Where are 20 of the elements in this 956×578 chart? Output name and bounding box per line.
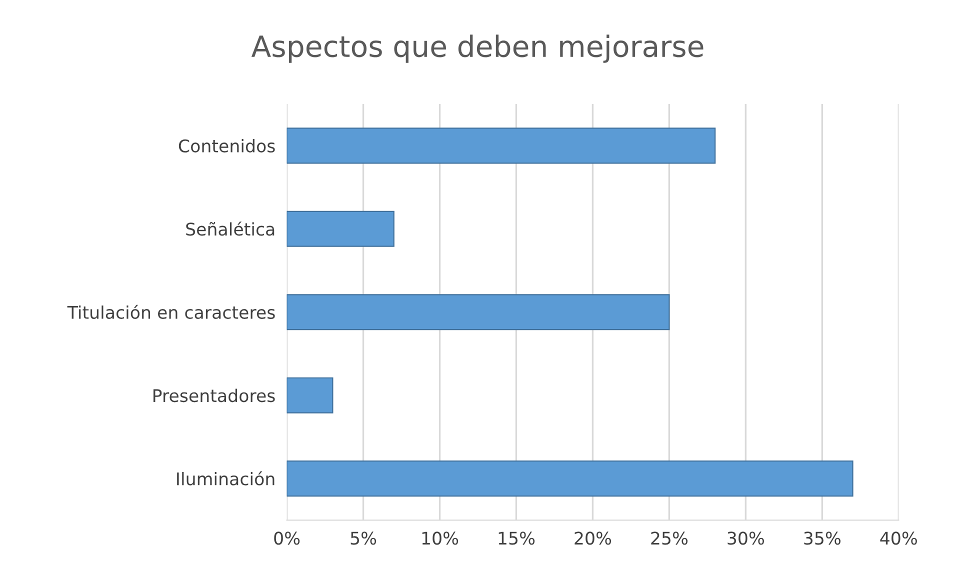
chart-title: Aspectos que deben mejorarse bbox=[251, 34, 704, 63]
bar bbox=[286, 128, 716, 164]
bar bbox=[286, 377, 334, 414]
bar bbox=[286, 210, 394, 247]
y-tick-label: Señalética bbox=[186, 222, 274, 236]
x-tick-label: 30% bbox=[728, 532, 764, 545]
x-tick-label: 20% bbox=[574, 532, 612, 545]
x-tick-label: 40% bbox=[880, 532, 917, 545]
x-tick-label: 5% bbox=[350, 532, 376, 545]
x-tick-label: 0% bbox=[274, 532, 300, 545]
y-tick-label: Contenidos bbox=[178, 139, 275, 152]
y-tick-label: Iluminación bbox=[177, 471, 274, 486]
x-tick-label: 15% bbox=[498, 532, 535, 545]
bar bbox=[286, 294, 670, 330]
x-tick-label: 25% bbox=[651, 532, 688, 545]
x-tick-label: 35% bbox=[804, 532, 840, 545]
y-tick-label: Titulación en caracteres bbox=[67, 304, 275, 319]
x-tick-label: 10% bbox=[422, 532, 458, 545]
bar bbox=[286, 460, 854, 497]
y-tick-label: Presentadores bbox=[154, 388, 275, 402]
